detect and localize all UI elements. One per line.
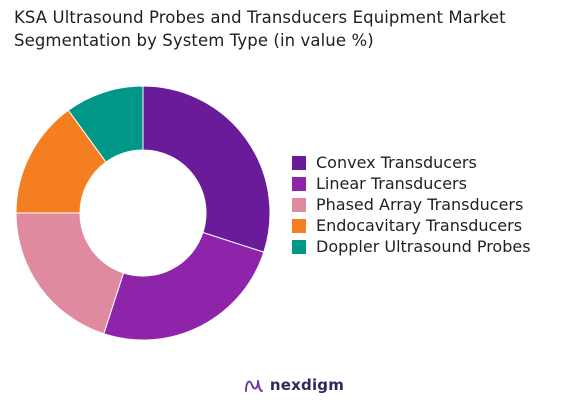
legend-label: Endocavitary Transducers — [316, 216, 523, 235]
chart-legend: Convex Transducers Linear Transducers Phas… — [292, 152, 531, 257]
chart-title: KSA Ultrasound Probes and Transducers Eq… — [14, 6, 574, 52]
donut-slice-convex-transducers — [142, 85, 271, 253]
legend-swatch — [292, 197, 306, 212]
legend-swatch — [292, 218, 306, 233]
brand-footer: nexdigm — [0, 376, 588, 394]
legend-label: Convex Transducers — [316, 153, 477, 172]
chart-title-line-2: Segmentation by System Type (in value %) — [14, 31, 374, 50]
donut-slice-linear-transducers — [103, 231, 265, 341]
nexdigm-logo-icon — [244, 380, 263, 392]
legend-swatch — [292, 155, 306, 170]
legend-item: Doppler Ultrasound Probes — [292, 236, 531, 257]
legend-swatch — [292, 176, 306, 191]
legend-item: Phased Array Transducers — [292, 194, 531, 215]
brand-name: nexdigm — [269, 376, 345, 394]
donut-chart — [15, 85, 271, 341]
donut-slice-doppler-ultrasound-probes — [67, 85, 144, 163]
legend-item: Linear Transducers — [292, 173, 531, 194]
legend-label: Phased Array Transducers — [316, 195, 524, 214]
legend-item: Convex Transducers — [292, 152, 531, 173]
legend-label: Doppler Ultrasound Probes — [316, 237, 531, 256]
legend-swatch — [292, 239, 306, 254]
donut-slice-phased-array-transducers — [15, 212, 125, 335]
legend-label: Linear Transducers — [316, 174, 467, 193]
chart-title-line-1: KSA Ultrasound Probes and Transducers Eq… — [14, 8, 506, 27]
legend-item: Endocavitary Transducers — [292, 215, 531, 236]
